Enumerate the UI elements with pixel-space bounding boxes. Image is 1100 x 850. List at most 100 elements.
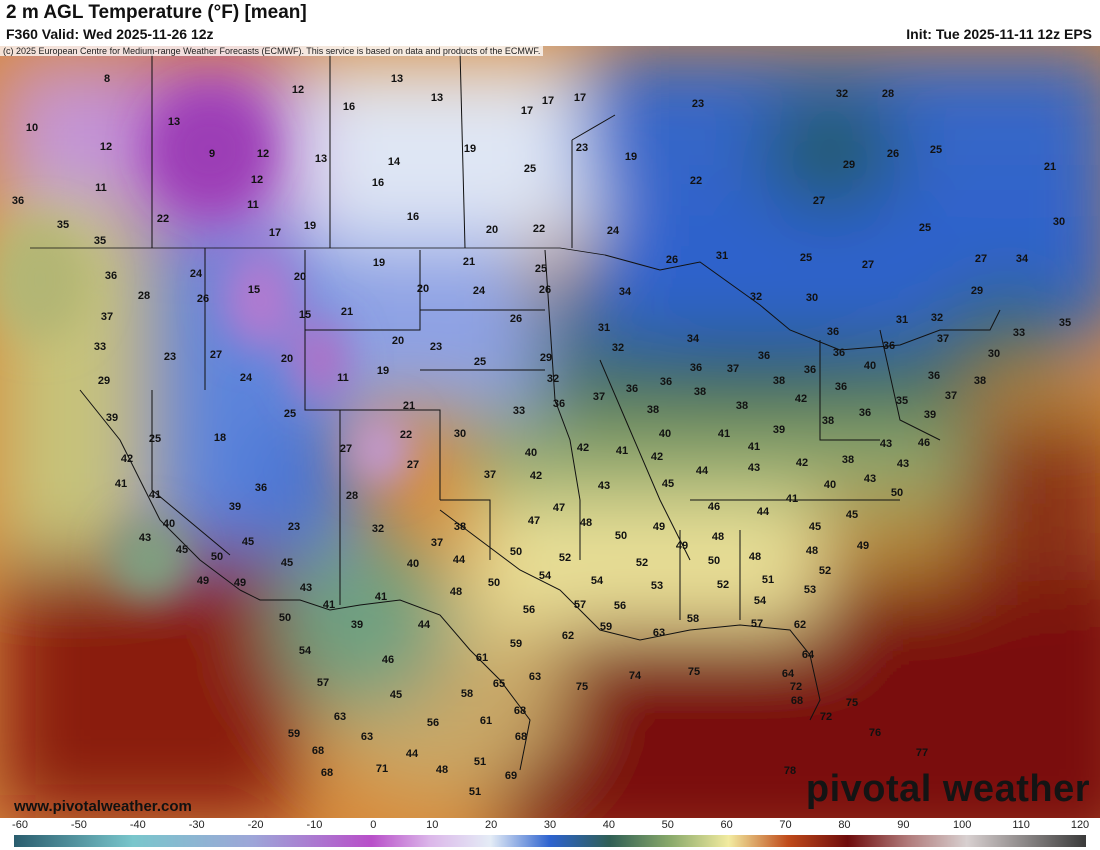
- temperature-label: 24: [240, 372, 253, 384]
- temperature-label: 45: [662, 478, 674, 490]
- temperature-label: 77: [916, 747, 928, 759]
- temperature-label: 41: [115, 478, 127, 490]
- temperature-label: 35: [94, 235, 106, 247]
- temperature-label: 36: [690, 362, 702, 374]
- temperature-label: 64: [802, 649, 815, 661]
- temperature-label: 40: [407, 558, 419, 570]
- temperature-label: 36: [835, 381, 847, 393]
- temperature-label: 58: [461, 688, 473, 700]
- temperature-label: 10: [26, 122, 38, 134]
- temperature-label: 54: [299, 645, 312, 657]
- temperature-label: 36: [553, 398, 565, 410]
- temperature-label: 23: [576, 142, 588, 154]
- temperature-label: 59: [510, 638, 522, 650]
- temperature-label: 26: [887, 148, 899, 160]
- header: 2 m AGL Temperature (°F) [mean] F360 Val…: [0, 0, 1100, 46]
- temperature-label: 34: [619, 286, 632, 298]
- temperature-label: 14: [388, 156, 401, 168]
- temperature-label: 50: [615, 530, 627, 542]
- temperature-label: 26: [666, 254, 678, 266]
- temperature-label: 37: [431, 537, 443, 549]
- temperature-label: 40: [525, 447, 537, 459]
- temperature-label: 20: [417, 283, 429, 295]
- temperature-label: 35: [57, 219, 69, 231]
- temperature-label: 54: [539, 570, 552, 582]
- temperature-label: 49: [676, 540, 688, 552]
- temperature-label: 57: [751, 618, 763, 630]
- temperature-label: 19: [373, 257, 385, 269]
- temperature-label: 25: [524, 163, 536, 175]
- temperature-label: 30: [454, 428, 466, 440]
- temperature-label: 21: [403, 400, 415, 412]
- temperature-label: 43: [748, 462, 760, 474]
- temperature-label: 42: [651, 451, 663, 463]
- temperature-map[interactable]: 8 10 13 12 9 12 11 12 11 22 17 19 36 35 35 13 12 13 16 17 17…: [0, 46, 1100, 818]
- temperature-label: 12: [251, 174, 263, 186]
- temperature-label: 40: [163, 518, 175, 530]
- valid-time: F360 Valid: Wed 2025-11-26 12z: [6, 26, 214, 42]
- temperature-label: 23: [430, 341, 442, 353]
- temperature-label: 9: [209, 148, 215, 160]
- temperature-label: 17: [521, 105, 533, 117]
- temperature-label: 43: [139, 532, 151, 544]
- colorbar-tick-label: 0: [370, 819, 377, 831]
- temperature-label: 32: [931, 312, 943, 324]
- temperature-label: 36: [804, 364, 816, 376]
- colorbar-tick-label: 60: [720, 819, 733, 831]
- temperature-label: 17: [269, 227, 281, 239]
- temperature-label: 23: [288, 521, 300, 533]
- temperature-label: 47: [528, 515, 540, 527]
- temperature-label: 41: [748, 441, 760, 453]
- temperature-label: 48: [712, 531, 724, 543]
- temperature-label: 36: [883, 340, 895, 352]
- temperature-label: 20: [392, 335, 404, 347]
- temperature-label: 23: [164, 351, 176, 363]
- temperature-label: 19: [464, 143, 476, 155]
- temperature-label: 33: [513, 405, 525, 417]
- temperature-label: 48: [749, 551, 761, 563]
- temperature-label: 25: [919, 222, 931, 234]
- temperature-label: 16: [343, 101, 355, 113]
- temperature-label: 51: [474, 756, 486, 768]
- temperature-label: 19: [377, 365, 389, 377]
- temperature-label: 36: [626, 383, 638, 395]
- temperature-label: 50: [488, 577, 500, 589]
- temperature-label: 52: [717, 579, 729, 591]
- temperature-label: 20: [486, 224, 498, 236]
- temperature-label: 33: [94, 341, 106, 353]
- colorbar-tick-label: -40: [129, 819, 146, 831]
- temperature-label: 38: [773, 375, 785, 387]
- temperature-label: 37: [945, 390, 957, 402]
- temperature-label: 62: [562, 630, 574, 642]
- colorbar-tick-label: 80: [838, 819, 851, 831]
- colorbar-tick-label: 40: [602, 819, 615, 831]
- init-time: Init: Tue 2025-11-11 12z EPS: [906, 26, 1092, 42]
- temperature-label: 52: [636, 557, 648, 569]
- temperature-label: 58: [687, 613, 699, 625]
- temperature-label: 64: [782, 668, 795, 680]
- temperature-label: 37: [937, 333, 949, 345]
- temperature-label: 20: [281, 353, 293, 365]
- temperature-label: 36: [827, 326, 839, 338]
- temperature-label: 68: [321, 767, 333, 779]
- website-link[interactable]: www.pivotalweather.com: [14, 798, 192, 815]
- temperature-label: 42: [530, 470, 542, 482]
- colorbar-tick-label: 30: [543, 819, 557, 831]
- temperature-label: 40: [864, 360, 876, 372]
- temperature-label: 34: [1016, 253, 1029, 265]
- temperature-label: 43: [864, 473, 876, 485]
- temperature-label: 71: [376, 763, 388, 775]
- temperature-label: 13: [391, 73, 403, 85]
- temperature-label: 68: [515, 731, 527, 743]
- colorbar-tick-label: 120: [1070, 819, 1090, 831]
- temperature-label: 41: [616, 445, 628, 457]
- temperature-label: 76: [869, 727, 881, 739]
- boundaries: [30, 49, 1001, 771]
- temperature-label: 22: [157, 213, 169, 225]
- temperature-label: 48: [580, 517, 592, 529]
- temperature-label: 57: [317, 677, 329, 689]
- temperature-label: 50: [708, 555, 720, 567]
- temperature-label: 28: [882, 88, 894, 100]
- temperature-label: 15: [248, 284, 260, 296]
- temperature-label: 44: [757, 506, 770, 518]
